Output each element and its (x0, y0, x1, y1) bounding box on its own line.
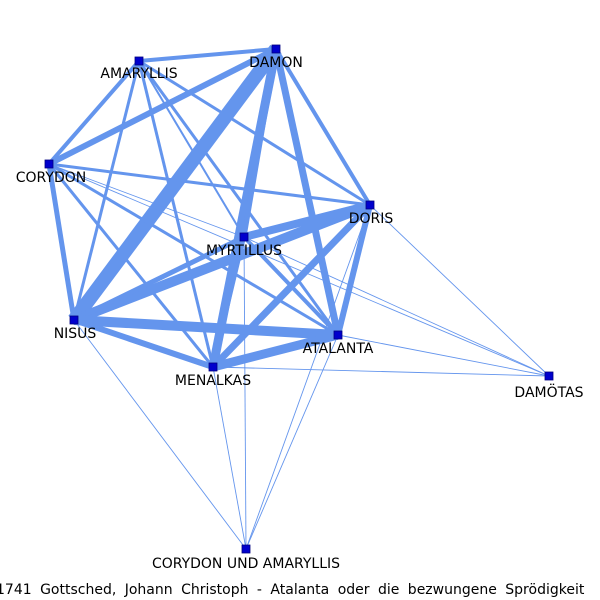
edge-menalkas-corydon-und-amaryllis (212, 366, 247, 550)
node-nisus (69, 315, 79, 325)
edge-corydon-myrtillus (48, 163, 245, 238)
node-myrtillus (239, 232, 249, 242)
edge-amaryllis-myrtillus (138, 60, 245, 238)
edge-atalanta-menalkas (211, 330, 340, 372)
edge-amaryllis-nisus (72, 60, 141, 321)
node-label-corydon-und-amaryllis: CORYDON UND AMARYLLIS (152, 556, 340, 572)
edge-corydon-atalanta (48, 162, 339, 337)
node-amaryllis (134, 56, 144, 66)
node-damon (271, 44, 281, 54)
edge-doris-myrtillus (243, 201, 371, 241)
edge-doris-nisus (72, 200, 372, 325)
edge-amaryllis-damon (138, 47, 277, 63)
node-menalkas (208, 362, 218, 372)
node-doris (365, 200, 375, 210)
edge-doris-corydon-und-amaryllis (245, 204, 371, 550)
node-atalanta (333, 330, 343, 340)
node-label-atalanta: ATALANTA (303, 341, 374, 357)
edge-amaryllis-doris (138, 59, 371, 207)
node-label-myrtillus: MYRTILLUS (206, 243, 282, 259)
edge-myrtillus-menalkas (211, 236, 246, 368)
node-label-menalkas: MENALKAS (175, 373, 251, 389)
label-layer: AMARYLLIS DAMON CORYDON DORIS MYRTILLUS NISUS… (16, 55, 584, 572)
node-label-corydon: CORYDON (16, 170, 86, 186)
edge-damon-doris (274, 47, 372, 207)
edge-myrtillus-nisus (72, 234, 246, 323)
edge-doris-atalanta (335, 204, 373, 336)
edge-damon-myrtillus (241, 48, 279, 238)
node-label-damon: DAMON (249, 55, 303, 71)
edge-menalkas-damotas (212, 366, 550, 377)
edge-damon-corydon (47, 46, 278, 167)
edge-atalanta-corydon-und-amaryllis (245, 334, 339, 550)
edge-nisus-menalkas (73, 317, 214, 370)
edge-doris-damotas (369, 204, 550, 377)
edge-damon-nisus (68, 44, 282, 325)
edge-nisus-corydon-und-amaryllis (73, 319, 247, 550)
node-label-doris: DORIS (349, 211, 394, 227)
edge-amaryllis-atalanta (137, 60, 340, 336)
edge-myrtillus-corydon-und-amaryllis (243, 236, 247, 550)
edge-corydon-damotas (48, 163, 550, 377)
edge-myrtillus-damotas (243, 236, 550, 377)
node-corydon-und-amaryllis (241, 544, 251, 554)
edge-corydon-doris (48, 162, 371, 207)
node-corydon (44, 159, 54, 169)
node-label-damotas: DAMÖTAS (514, 383, 583, 401)
edge-amaryllis-corydon (47, 59, 141, 166)
node-label-amaryllis: AMARYLLIS (100, 66, 177, 82)
node-damotas (544, 371, 554, 381)
node-label-nisus: NISUS (54, 326, 97, 342)
edge-myrtillus-atalanta (242, 235, 340, 337)
edge-corydon-menalkas (47, 163, 215, 368)
node-layer (44, 44, 554, 554)
edge-damon-atalanta (272, 48, 342, 336)
edge-atalanta-damotas (337, 334, 550, 377)
network-caption: 1741 Gottsched, Johann Christoph - Atala… (0, 582, 585, 598)
edge-nisus-atalanta (73, 315, 339, 340)
edge-layer (46, 44, 550, 550)
edge-corydon-nisus (46, 163, 77, 321)
